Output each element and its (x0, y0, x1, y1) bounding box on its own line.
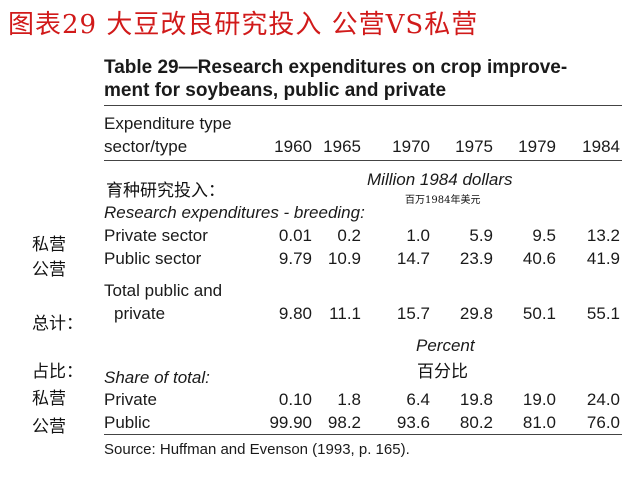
row-label: Public (104, 413, 151, 432)
year-header: 1970 (392, 137, 430, 156)
table-panel: Table 29—Research expenditures on crop i… (90, 48, 644, 479)
table-title-line-1: Table 29—Research expenditures on crop i… (104, 57, 568, 78)
table-cell: 40.6 (522, 249, 556, 268)
table-cell: 1.0 (406, 226, 430, 245)
table-cell: 81.0 (522, 413, 556, 432)
unit-percent: Percent (416, 336, 475, 355)
row-private-chinese-label: 私营 (32, 235, 66, 255)
table-cell: 55.1 (586, 304, 620, 323)
table-title-line-2: ment for soybeans, public and private (104, 80, 447, 101)
unit-million-dollars: Million 1984 dollars (367, 170, 513, 189)
column-header-label-line-1: Expenditure type (104, 114, 232, 133)
chart-title-chinese: 图表29 大豆改良研究投入 公营VS私营 (8, 10, 479, 40)
table-cell: 99.90 (269, 413, 312, 432)
table-cell: 0.10 (278, 390, 312, 409)
table-cell: 24.0 (586, 390, 620, 409)
table-cell: 93.6 (396, 413, 430, 432)
table-cell: 41.9 (586, 249, 620, 268)
row-label: Public sector (104, 249, 202, 268)
section-share: Share of total: (104, 368, 210, 387)
table-cell: 29.8 (459, 304, 493, 323)
header-rule (104, 160, 622, 161)
row-label: Private sector (104, 226, 208, 245)
column-header-label-line-2: sector/type (104, 137, 188, 156)
total-label-line-1: Total public and (104, 281, 223, 300)
table-cell: 11.1 (329, 304, 361, 323)
share-private-chinese-label: 私营 (32, 389, 66, 409)
table-cell: 10.9 (327, 249, 361, 268)
year-header: 1965 (323, 137, 361, 156)
table-cell: 23.9 (459, 249, 493, 268)
year-header: 1979 (518, 137, 556, 156)
table-cell: 1.8 (337, 390, 361, 409)
share-public-chinese-label: 公营 (32, 417, 66, 437)
table-cell: 76.0 (586, 413, 620, 432)
table-cell: 9.79 (278, 249, 312, 268)
row-label: Private (104, 390, 157, 409)
table-cell: 50.1 (522, 304, 556, 323)
year-header: 1984 (582, 137, 620, 156)
unit-percent-chinese: 百分比 (417, 362, 468, 382)
section-breeding: Research expenditures - breeding: (104, 203, 365, 222)
table-cell: 80.2 (459, 413, 493, 432)
table-cell: 14.7 (396, 249, 430, 268)
table-cell: 98.2 (327, 413, 361, 432)
bottom-rule (104, 434, 622, 435)
unit-million-dollars-chinese: 百万1984年美元 (405, 195, 481, 206)
table-cell: 6.4 (406, 390, 430, 409)
table-cell: 0.2 (337, 226, 361, 245)
table-cell: 5.9 (469, 226, 493, 245)
total-chinese-label: 总计： (32, 314, 83, 334)
table-cell: 9.80 (278, 304, 312, 323)
year-header: 1975 (455, 137, 493, 156)
section-breeding-chinese: 育种研究投入： (106, 181, 225, 201)
table-cell: 0.01 (278, 226, 312, 245)
total-label-line-2: private (114, 304, 166, 323)
table-cell: 19.8 (459, 390, 493, 409)
title-rule (104, 105, 622, 106)
share-chinese-label: 占比： (32, 362, 83, 382)
source-note: Source: Huffman and Evenson (1993, p. 16… (104, 441, 410, 458)
year-header: 1960 (274, 137, 312, 156)
row-public-chinese-label: 公营 (32, 260, 66, 280)
table-cell: 19.0 (522, 390, 556, 409)
table-cell: 15.7 (396, 304, 430, 323)
table-cell: 9.5 (532, 226, 556, 245)
table-cell: 13.2 (586, 226, 620, 245)
